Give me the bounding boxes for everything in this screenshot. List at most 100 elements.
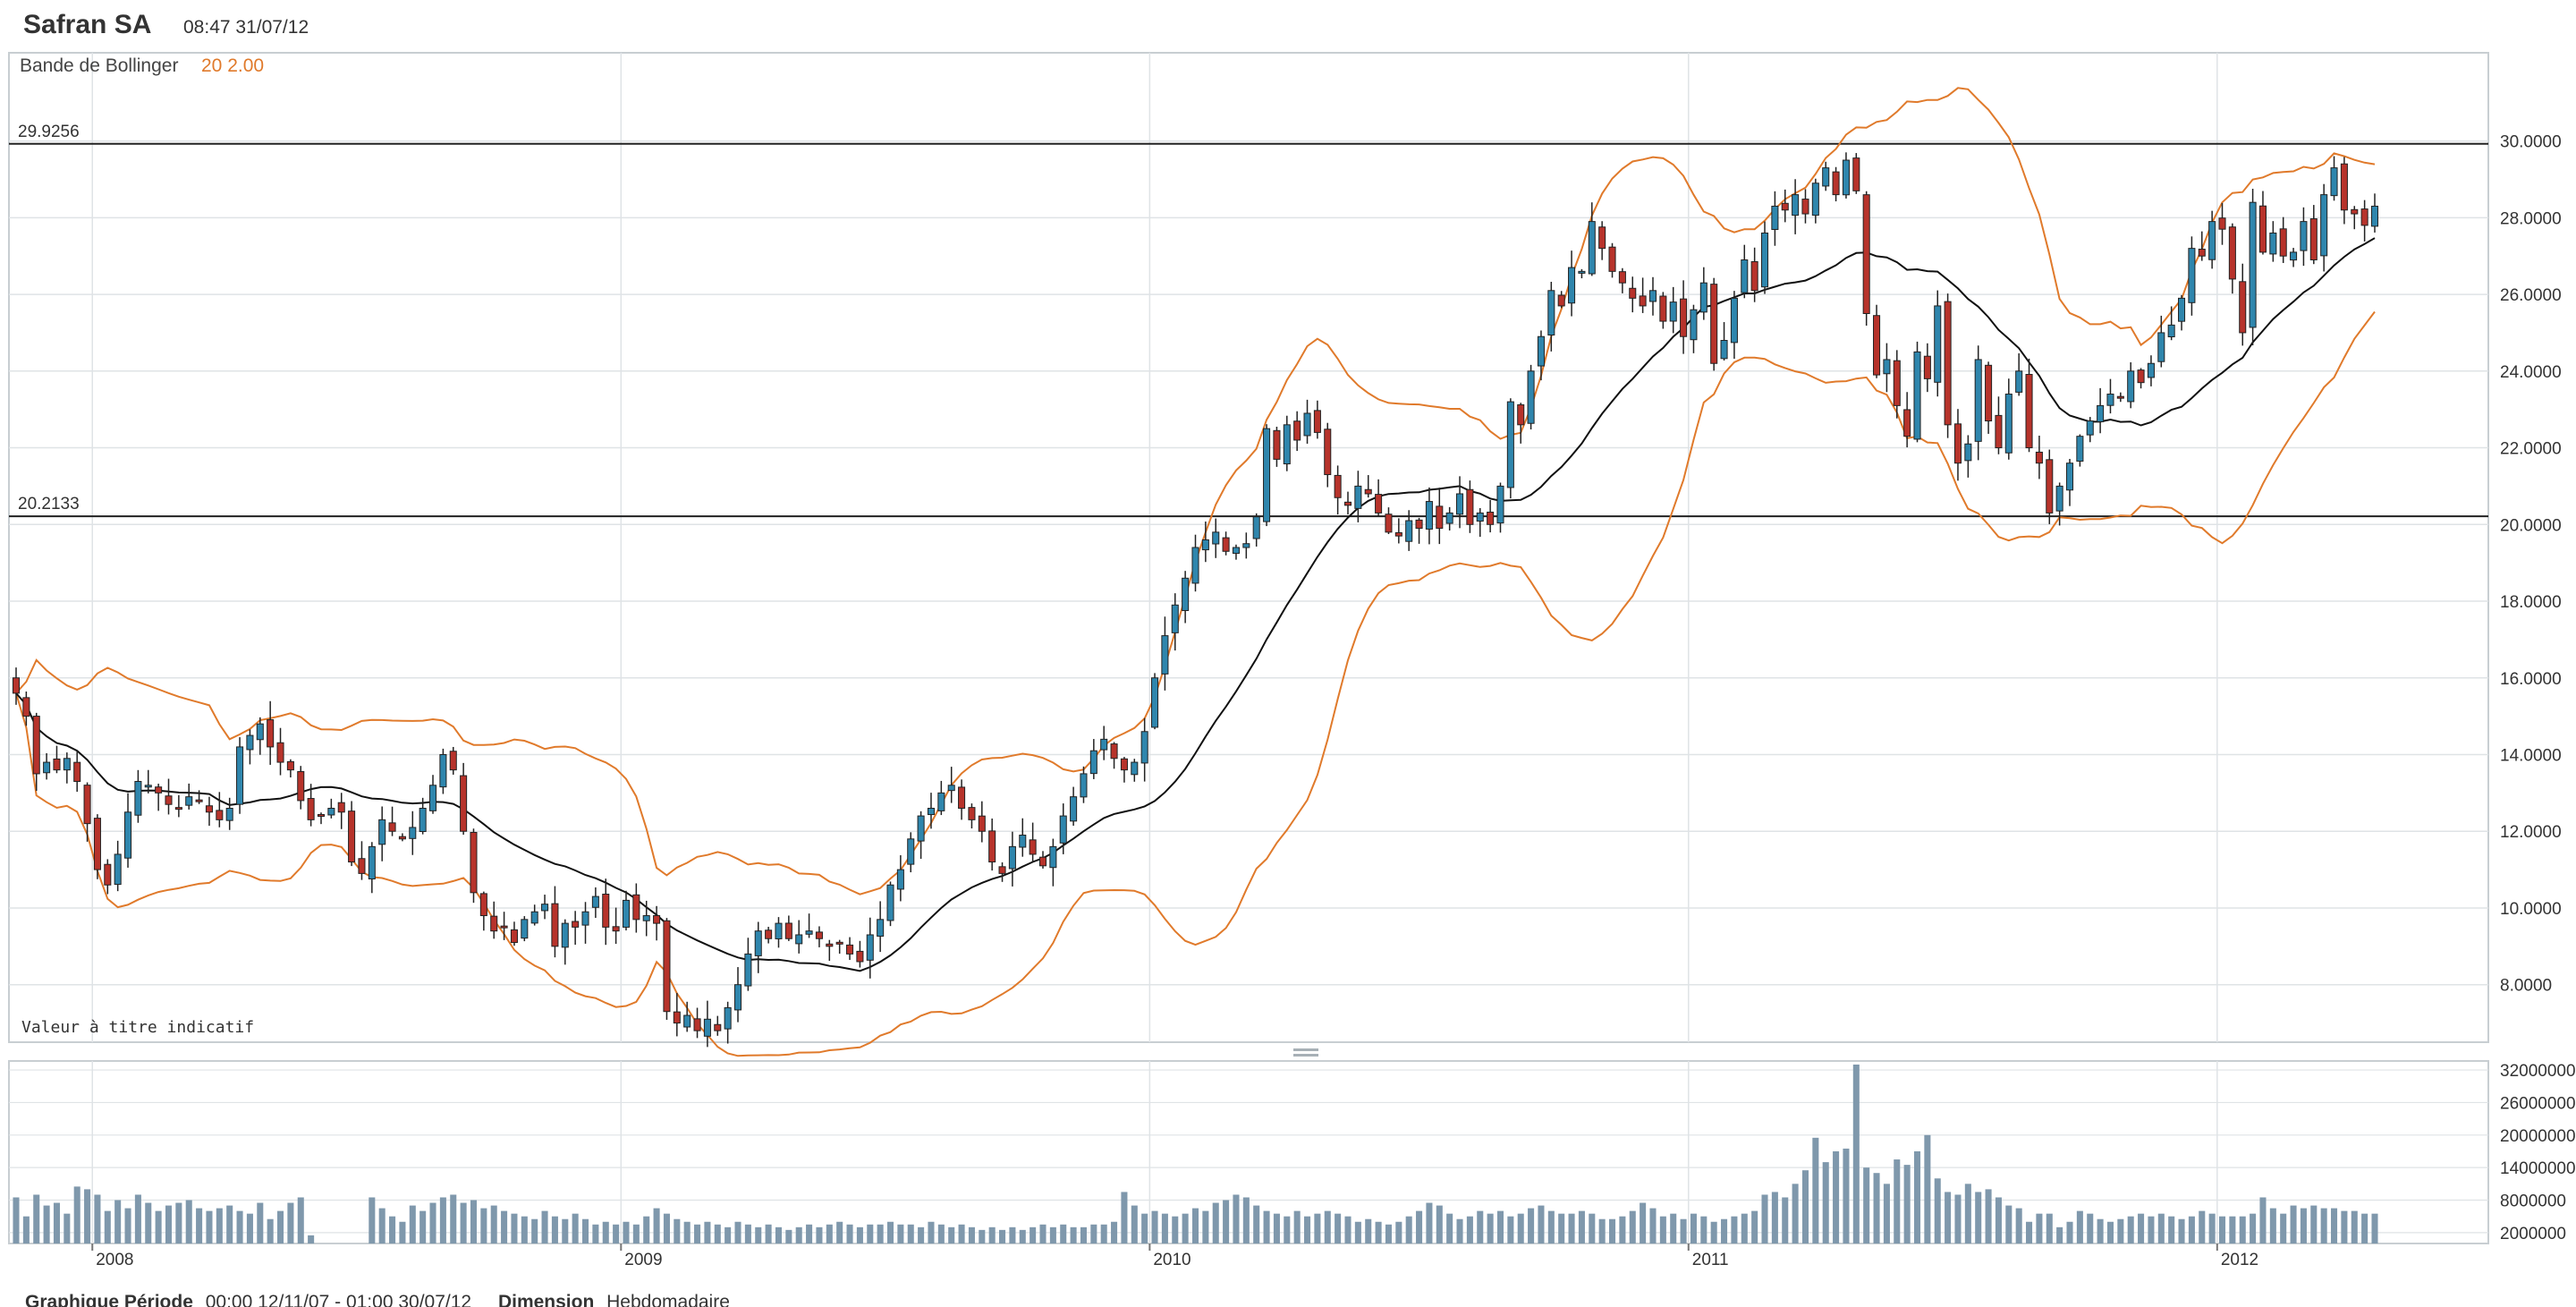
candle-body (1354, 485, 1362, 509)
candle-body (388, 822, 396, 832)
candle-body (2218, 217, 2226, 230)
candle-body (886, 884, 894, 921)
candle-body (856, 950, 864, 963)
candle-body (1537, 335, 1545, 367)
candle-body (1669, 301, 1677, 322)
candle-body (1883, 359, 1891, 375)
volume-bar (1131, 1205, 1138, 1243)
volume-bar (1619, 1216, 1626, 1243)
candle-body (225, 808, 233, 821)
volume-bar (277, 1210, 284, 1243)
volume-bar (877, 1224, 884, 1243)
price-tick-label: 8.0000 (2500, 977, 2552, 996)
candle-body (714, 1023, 722, 1031)
volume-bar (1324, 1210, 1331, 1243)
candle-body (174, 807, 182, 811)
volume-bar (1995, 1197, 2002, 1243)
candle-body (1680, 298, 1688, 337)
candle-body (958, 786, 966, 810)
candle-body (2239, 281, 2247, 334)
candle-body (815, 931, 823, 939)
volume-bar (2005, 1205, 2012, 1243)
volume-bar (2290, 1205, 2297, 1243)
candle-body (795, 934, 803, 945)
candle-body (409, 827, 417, 839)
volume-bar (308, 1235, 315, 1243)
volume-bar (2320, 1208, 2327, 1243)
footer-info: Graphique Période 00:00 12/11/07 - 01:00… (25, 1292, 730, 1307)
candle-body (744, 953, 752, 987)
volume-bar (1182, 1213, 1189, 1243)
candle-body (703, 1018, 711, 1037)
volume-bar (836, 1221, 843, 1243)
volume-bar (1070, 1226, 1077, 1243)
volume-bar (1964, 1184, 1971, 1243)
volume-bar (2117, 1218, 2124, 1243)
candle-body (2004, 394, 2012, 454)
volume-bar (775, 1226, 783, 1243)
volume-bar (1528, 1208, 1535, 1243)
candle-body (1690, 309, 1698, 341)
volume-bar (1507, 1216, 1514, 1243)
volume-bar (1191, 1208, 1199, 1243)
candle-body (2097, 404, 2105, 422)
candle-body (927, 808, 935, 816)
candle-body (479, 893, 487, 917)
candle-body (1059, 815, 1067, 844)
candle-body (449, 751, 457, 771)
volume-bar (165, 1205, 173, 1243)
volume-bar (714, 1224, 721, 1243)
candle-body (1375, 494, 1383, 513)
candle-body (1527, 370, 1535, 424)
volume-bar (1477, 1210, 1484, 1243)
indicator-params: 20 2.00 (201, 55, 264, 76)
volume-bar (297, 1197, 304, 1243)
volume-bar (856, 1226, 863, 1243)
candle-body (1699, 282, 1707, 313)
candle-body (2300, 221, 2308, 251)
volume-bar (1852, 1065, 1860, 1243)
volume-bar (73, 1186, 80, 1243)
candle-body (2116, 395, 2124, 399)
volume-bar (2371, 1213, 2378, 1243)
volume-bars (13, 1065, 2378, 1243)
candle-body (2127, 370, 2135, 403)
volume-bar (206, 1210, 213, 1243)
volume-bar (1049, 1226, 1056, 1243)
volume-bar (196, 1208, 203, 1243)
price-tick-label: 20.0000 (2500, 516, 2562, 535)
volume-bar (2087, 1213, 2094, 1243)
volume-bar (1741, 1213, 1748, 1243)
volume-bar (2310, 1205, 2318, 1243)
candle-body (1953, 423, 1962, 464)
candle-body (1750, 260, 1758, 292)
volume-bar (1416, 1210, 1423, 1243)
candle-body (1964, 443, 1972, 462)
volume-bar (1608, 1218, 1616, 1243)
price-tick-label: 10.0000 (2500, 900, 2562, 919)
candle-body (1120, 758, 1128, 771)
volume-bar (1568, 1213, 1575, 1243)
volume-bar (2341, 1210, 2348, 1243)
volume-bar (1640, 1202, 1647, 1243)
volume-bar (43, 1205, 50, 1243)
candle-body (144, 785, 152, 788)
period-value: 00:00 12/11/07 - 01:00 30/07/12 (206, 1292, 471, 1307)
volume-bar (988, 1226, 996, 1243)
candle-body (1801, 199, 1809, 215)
volume-bar (1172, 1216, 1179, 1243)
candle-body (1038, 856, 1047, 867)
volume-bar (541, 1210, 548, 1243)
volume-bar (1426, 1202, 1433, 1243)
volume-bar (439, 1197, 446, 1243)
candle-body (307, 798, 315, 820)
volume-bar (1151, 1210, 1158, 1243)
candle-body (947, 785, 955, 792)
panel-resize-handle[interactable] (1293, 1048, 1318, 1057)
volume-bar (53, 1202, 60, 1243)
candle-body (1313, 410, 1321, 433)
volume-bar (2148, 1216, 2155, 1243)
candle-body (754, 930, 762, 956)
candle-body (521, 919, 529, 939)
